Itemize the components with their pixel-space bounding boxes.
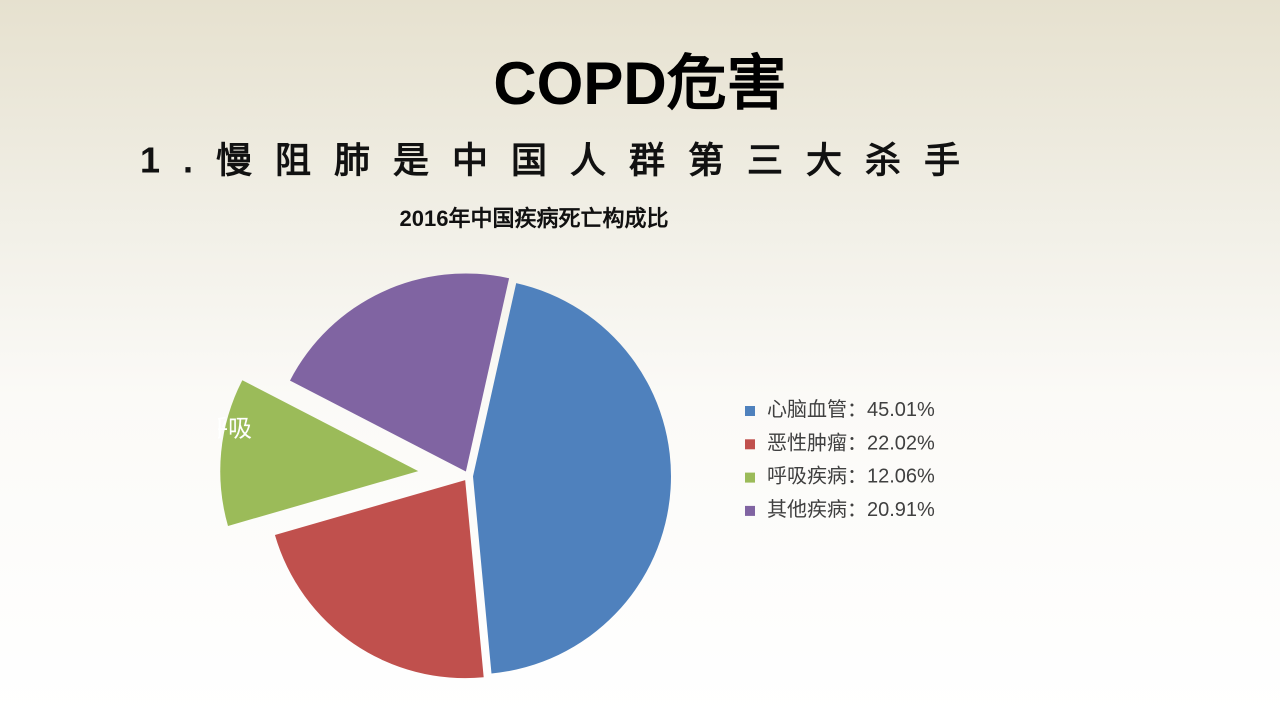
legend-separator: ： bbox=[847, 399, 867, 421]
slice-label: 呼吸 bbox=[204, 415, 252, 442]
legend-name: 心脑血管 bbox=[767, 398, 847, 421]
slice-label-clip: 呼吸 bbox=[204, 415, 252, 442]
legend-name: 恶性肿瘤 bbox=[767, 432, 847, 455]
pie-slice bbox=[472, 283, 671, 674]
legend-value: 22.02% bbox=[867, 433, 935, 455]
legend-label: 其他疾病：20.91% bbox=[767, 498, 935, 521]
legend-value: 12.06% bbox=[867, 466, 935, 488]
chart-title: 2016年中国疾病死亡构成比 bbox=[400, 206, 669, 231]
legend-swatch bbox=[745, 406, 755, 416]
legend-value: 45.01% bbox=[867, 399, 935, 421]
legend-separator: ： bbox=[847, 433, 867, 455]
pie: 呼吸 bbox=[204, 273, 671, 679]
slide-subtitle: 1.慢阻肺是中国人群第三大杀手 bbox=[140, 140, 983, 181]
legend-label: 心脑血管：45.01% bbox=[767, 398, 935, 421]
legend-label: 恶性肿瘤：22.02% bbox=[767, 432, 935, 455]
legend-label: 呼吸疾病：12.06% bbox=[767, 465, 935, 488]
pie-slice bbox=[274, 480, 484, 679]
legend-swatch bbox=[745, 472, 755, 483]
legend-separator: ： bbox=[847, 466, 867, 488]
legend-swatch bbox=[745, 505, 755, 516]
legend-name: 其他疾病 bbox=[767, 498, 847, 521]
legend-value: 20.91% bbox=[867, 499, 935, 521]
legend: 心脑血管：45.01%恶性肿瘤：22.02%呼吸疾病：12.06%其他疾病：20… bbox=[745, 398, 935, 521]
pie-slice bbox=[289, 273, 510, 472]
slide-title: COPD危害 bbox=[493, 50, 786, 117]
legend-swatch bbox=[745, 439, 755, 450]
pie-slice bbox=[220, 380, 419, 526]
legend-name: 呼吸疾病 bbox=[767, 465, 847, 488]
legend-separator: ： bbox=[847, 499, 867, 521]
